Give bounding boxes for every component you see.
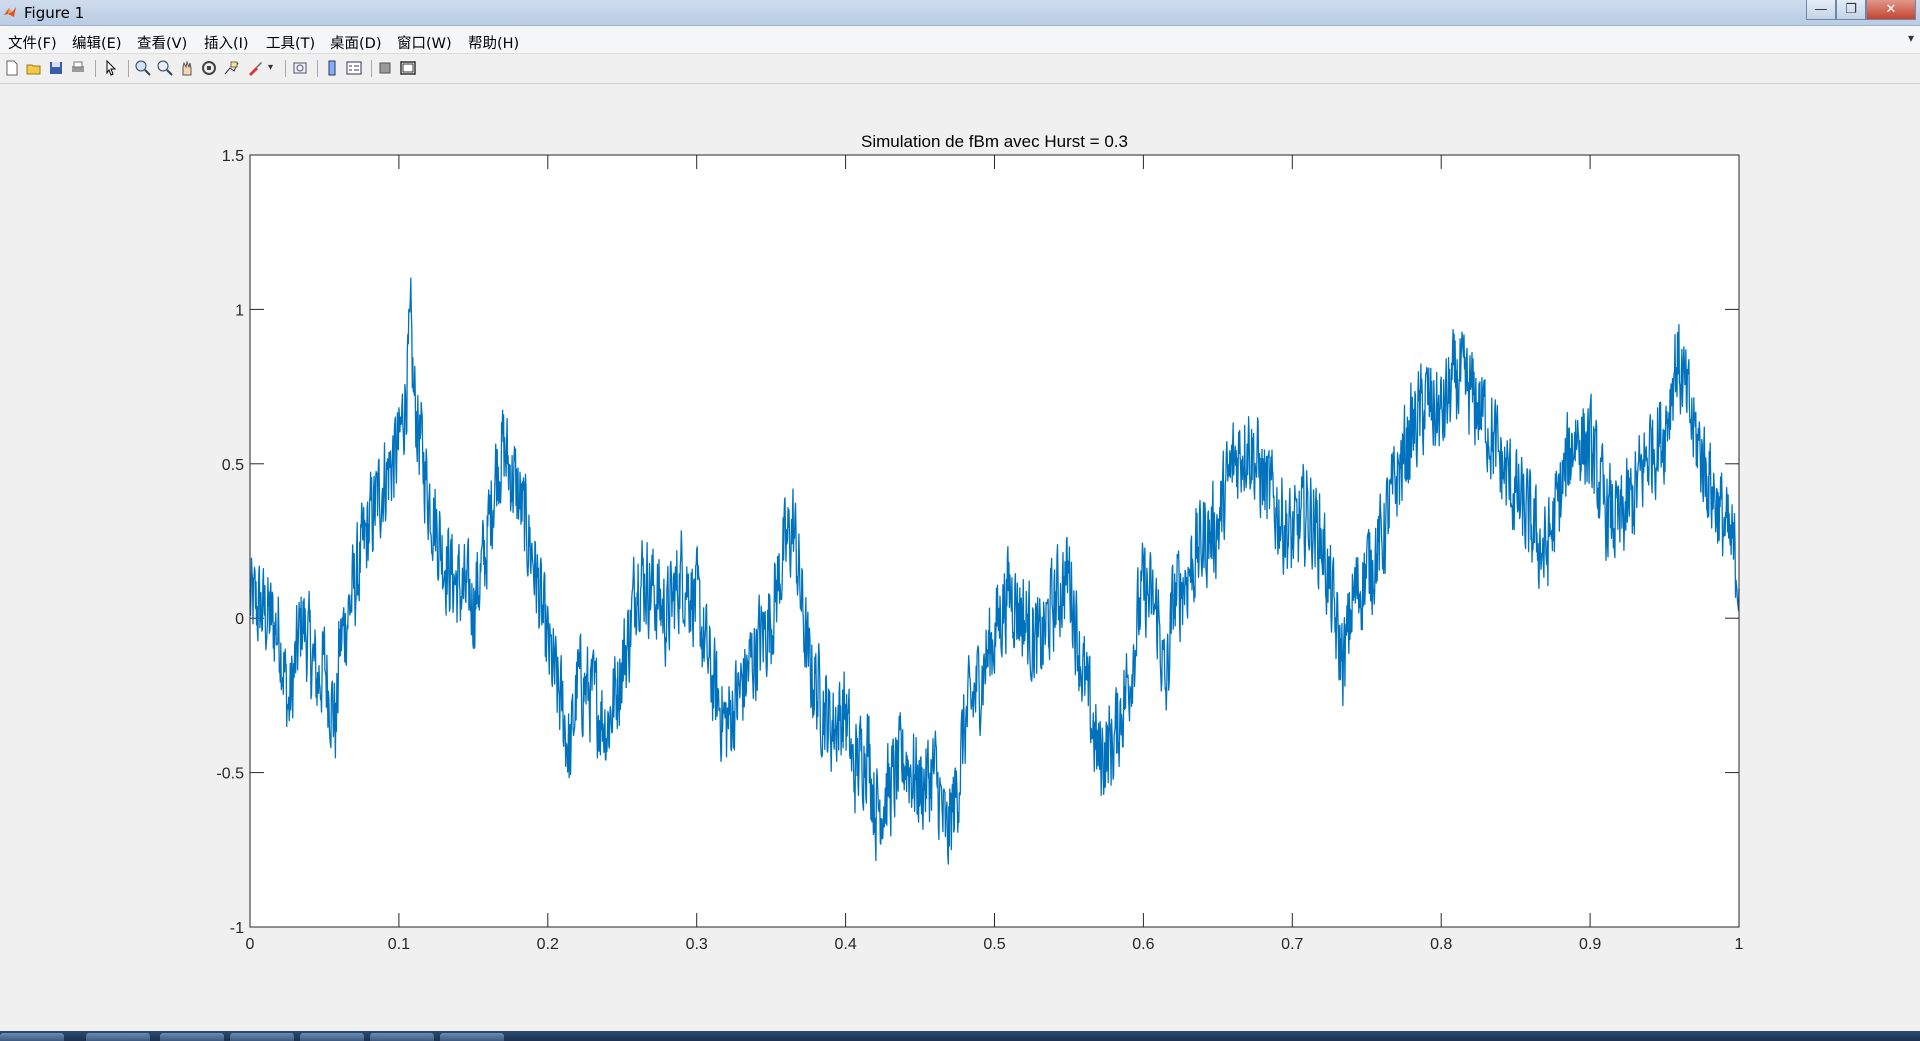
x-tick-label: 0.7 <box>1281 936 1303 953</box>
y-tick-label: 0 <box>235 611 244 628</box>
new-figure-icon[interactable] <box>3 59 21 77</box>
menu-tools[interactable]: 工具(T) <box>266 36 316 52</box>
axes-background <box>250 155 1739 927</box>
show-plot-tools-icon[interactable] <box>399 59 417 77</box>
toolbar-separator <box>95 60 96 77</box>
y-tick-labels: -1 -0.5 0 0.5 1 1.5 <box>216 148 244 937</box>
colorbar-icon[interactable] <box>323 59 341 77</box>
zoom-in-icon[interactable] <box>134 59 152 77</box>
window-title: Figure 1 <box>24 4 85 22</box>
toolbar-separator <box>128 60 129 77</box>
open-file-icon[interactable] <box>25 59 43 77</box>
menu-insert[interactable]: 插入(I) <box>204 36 249 52</box>
y-tick-label: 0.5 <box>222 457 244 474</box>
maximize-button[interactable]: ❐ <box>1836 0 1866 20</box>
hide-plot-tools-icon[interactable] <box>376 59 394 77</box>
taskbar-button[interactable] <box>370 1033 434 1041</box>
x-tick-labels: 0 0.1 0.2 0.3 0.4 0.5 0.6 0.7 0.8 0.9 1 <box>246 936 1744 953</box>
x-tick-label: 0.2 <box>537 936 559 953</box>
window-controls: — ❐ ✕ <box>1806 0 1916 22</box>
menu-window[interactable]: 窗口(W) <box>397 36 452 52</box>
menu-bar: 文件(F) 编辑(E) 查看(V) 插入(I) 工具(T) 桌面(D) 窗口(W… <box>0 26 1920 54</box>
x-tick-label: 0 <box>246 936 255 953</box>
menu-edit[interactable]: 编辑(E) <box>72 36 122 52</box>
toolbar-separator <box>317 60 318 77</box>
menu-desktop[interactable]: 桌面(D) <box>330 36 382 52</box>
toolbar-separator <box>285 60 286 77</box>
minimize-button[interactable]: — <box>1806 0 1836 20</box>
select-arrow-icon[interactable] <box>102 59 120 77</box>
pan-hand-icon[interactable] <box>178 59 196 77</box>
axes-box <box>249 154 1740 928</box>
y-tick-label: 1.5 <box>222 148 244 165</box>
series-line <box>249 277 1740 865</box>
y-tick-label: 1 <box>235 302 244 319</box>
series-group <box>249 277 1740 865</box>
os-taskbar <box>0 1031 1920 1041</box>
close-button[interactable]: ✕ <box>1866 0 1916 20</box>
figure-toolbar: ▾ <box>0 54 1920 84</box>
menu-file[interactable]: 文件(F) <box>8 36 57 52</box>
window-titlebar: Figure 1 — ❐ ✕ <box>0 0 1920 26</box>
taskbar-button[interactable] <box>300 1033 364 1041</box>
x-tick-label: 0.3 <box>686 936 708 953</box>
taskbar-button[interactable] <box>440 1033 504 1041</box>
menu-view[interactable]: 查看(V) <box>137 36 188 52</box>
save-icon[interactable] <box>47 59 65 77</box>
x-tick-label: 0.1 <box>388 936 410 953</box>
y-tick-label: -1 <box>230 920 244 937</box>
brush-dropdown-icon[interactable]: ▾ <box>268 62 274 73</box>
y-tick-label: -0.5 <box>216 766 244 783</box>
chart-title: Simulation de fBm avec Hurst = 0.3 <box>861 132 1128 151</box>
taskbar-button[interactable] <box>86 1033 150 1041</box>
x-tick-label: 0.5 <box>983 936 1005 953</box>
start-button[interactable] <box>0 1033 64 1041</box>
x-tick-label: 0.9 <box>1579 936 1601 953</box>
taskbar-button[interactable] <box>230 1033 294 1041</box>
menu-help[interactable]: 帮助(H) <box>468 36 520 52</box>
data-cursor-icon[interactable] <box>222 59 240 77</box>
matlab-logo-icon <box>4 7 16 17</box>
x-tick-label: 0.4 <box>834 936 856 953</box>
x-tick-label: 0.8 <box>1430 936 1452 953</box>
print-icon[interactable] <box>69 59 87 77</box>
figure-canvas: Simulation de fBm avec Hurst = 0.3 0 0.1 0… <box>216 132 1744 953</box>
zoom-out-icon[interactable] <box>156 59 174 77</box>
brush-icon[interactable] <box>246 59 264 77</box>
x-tick-label: 1 <box>1735 936 1744 953</box>
x-tick-label: 0.6 <box>1132 936 1154 953</box>
taskbar-button[interactable] <box>160 1033 224 1041</box>
toolbar-separator <box>371 60 372 77</box>
legend-icon[interactable] <box>345 59 363 77</box>
link-plot-icon[interactable] <box>291 59 309 77</box>
rotate-3d-icon[interactable] <box>200 59 218 77</box>
menu-overflow-icon[interactable]: ▾ <box>1907 31 1914 45</box>
